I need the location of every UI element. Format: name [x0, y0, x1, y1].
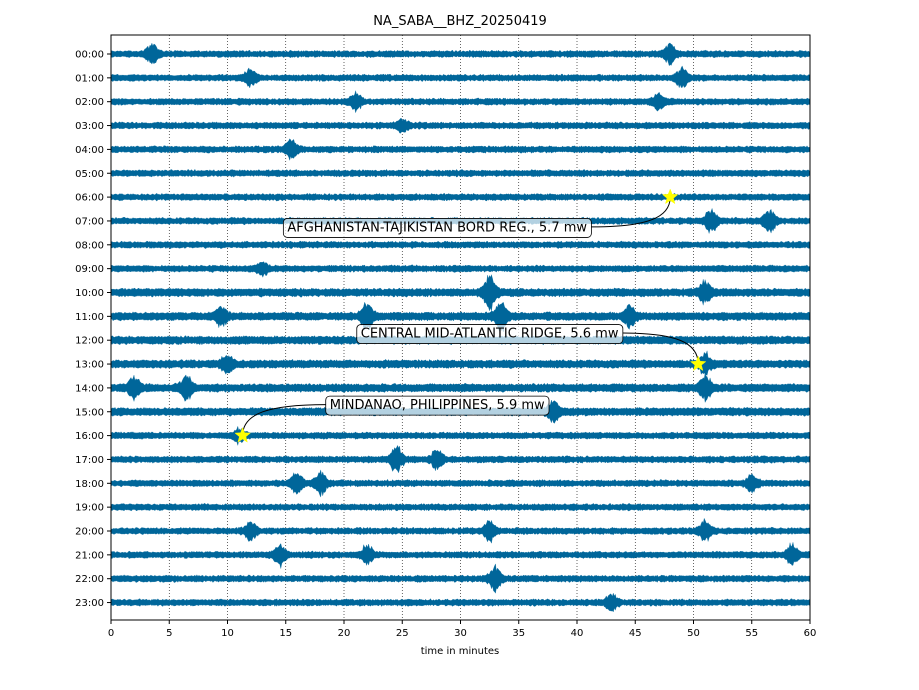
x-tick-label: 30	[454, 628, 467, 639]
trace-row-0600	[110, 193, 811, 202]
y-tick-label: 22:00	[75, 574, 104, 585]
trace-row-0500	[110, 169, 811, 178]
event-connector	[242, 404, 326, 436]
y-tick-label: 23:00	[75, 598, 104, 609]
x-axis-label: time in minutes	[421, 646, 500, 657]
x-tick-label: 15	[279, 628, 292, 639]
event-label: CENTRAL MID-ATLANTIC RIDGE, 5.6 mw	[361, 327, 619, 342]
x-tick-label: 35	[512, 628, 525, 639]
trace-row-2100	[110, 542, 811, 569]
x-tick-label: 60	[804, 628, 817, 639]
y-tick-label: 15:00	[75, 407, 104, 418]
y-tick-label: 18:00	[75, 479, 104, 490]
trace-row-2200	[110, 563, 811, 594]
chart-title: NA_SABA__BHZ_20250419	[373, 14, 547, 29]
trace-row-0400	[110, 138, 811, 161]
y-tick-label: 09:00	[75, 264, 104, 275]
y-tick-label: 11:00	[75, 312, 104, 323]
event-label-box	[282, 218, 592, 238]
y-tick-label: 20:00	[75, 527, 104, 538]
x-tick-label: 55	[745, 628, 758, 639]
event-connector	[591, 197, 671, 228]
x-tick-labels: 0 5 10 15 20 25 30 35 40 45 50 55 60	[108, 620, 817, 639]
event-label: MINDANAO, PHILIPPINES, 5.9 mw	[330, 398, 545, 413]
y-tick-label: 01:00	[75, 73, 104, 84]
trace-row-0800	[110, 240, 811, 249]
x-tick-label: 45	[629, 628, 642, 639]
trace-row-1600	[110, 425, 811, 446]
event-annotations: AFGHANISTAN-TAJIKISTAN BORD REG., 5.7 mw…	[234, 188, 707, 443]
trace-row-2300	[110, 592, 811, 613]
y-tick-labels: 00:00 01:00 02:00 03:00 04:00 05:00 06:00 07:00…	[75, 50, 111, 609]
y-tick-label: 17:00	[75, 455, 104, 466]
y-tick-label: 10:00	[75, 288, 104, 299]
y-tick-label: 13:00	[75, 360, 104, 371]
y-tick-label: 07:00	[75, 216, 104, 227]
x-tick-label: 10	[221, 628, 234, 639]
y-tick-label: 08:00	[75, 240, 104, 251]
event-label: AFGHANISTAN-TAJIKISTAN BORD REG., 5.7 mw	[287, 220, 587, 235]
event-label-box	[325, 395, 550, 416]
y-tick-label: 06:00	[75, 193, 104, 204]
x-tick-label: 40	[571, 628, 584, 639]
x-tick-label: 25	[396, 628, 409, 639]
y-tick-label: 05:00	[75, 169, 104, 180]
y-tick-label: 02:00	[75, 97, 104, 108]
event-annotation-0: AFGHANISTAN-TAJIKISTAN BORD REG., 5.7 mw	[282, 188, 679, 238]
event-star-icon	[661, 188, 679, 205]
x-tick-label: 50	[687, 628, 700, 639]
event-star-icon	[689, 355, 707, 372]
event-annotation-1: CENTRAL MID-ATLANTIC RIDGE, 5.6 mw	[356, 324, 707, 372]
event-label-box	[356, 324, 624, 344]
event-annotation-2: MINDANAO, PHILIPPINES, 5.9 mw	[234, 395, 550, 443]
y-tick-label: 04:00	[75, 145, 104, 156]
y-tick-label: 12:00	[75, 336, 104, 347]
trace-row-0100	[110, 65, 811, 89]
x-tick-label: 0	[108, 628, 114, 639]
y-tick-label: 14:00	[75, 383, 104, 394]
y-tick-label: 03:00	[75, 121, 104, 132]
y-tick-label: 00:00	[75, 50, 104, 61]
y-tick-label: 19:00	[75, 503, 104, 514]
x-tick-label: 20	[338, 628, 351, 639]
y-tick-label: 16:00	[75, 431, 104, 442]
x-tick-label: 5	[166, 628, 172, 639]
y-tick-label: 21:00	[75, 550, 104, 561]
event-star-icon	[234, 426, 251, 443]
trace-row-0200	[110, 90, 811, 114]
